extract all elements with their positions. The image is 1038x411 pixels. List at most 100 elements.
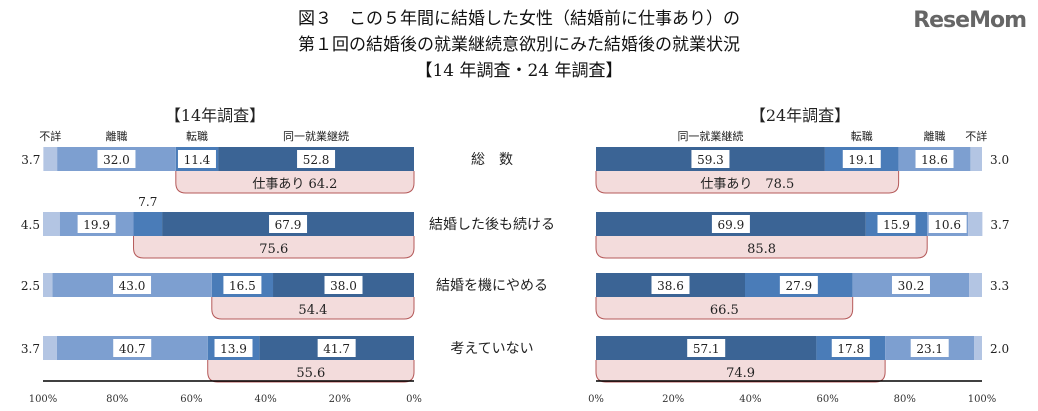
x-tick-label: 20%	[329, 394, 351, 405]
data-label-box	[297, 150, 336, 168]
work-total-bracket	[175, 171, 415, 194]
data-label-box	[831, 339, 870, 357]
data-label-box	[97, 150, 136, 168]
bar-segment	[43, 212, 60, 236]
data-label: 7.7	[138, 195, 157, 209]
series-header-label: 不詳	[39, 129, 61, 143]
data-label-box	[691, 150, 730, 168]
data-label: 57.1	[693, 342, 720, 356]
title-line-2: 第１回の結婚後の就業継続意欲別にみた結婚後の就業状況	[298, 35, 740, 55]
data-label-box	[910, 339, 949, 357]
data-label: 40.7	[119, 342, 146, 356]
x-tick-label: 60%	[816, 394, 838, 405]
series-header-label: 同一就業継続	[283, 129, 349, 143]
bar-segment	[43, 273, 53, 297]
work-total-label: 仕事あり 78.5	[700, 177, 794, 192]
x-tick-label: 100%	[29, 394, 58, 405]
work-total-bracket	[595, 171, 900, 194]
bar-segment	[43, 147, 58, 171]
work-total-label: 54.4	[298, 303, 327, 318]
work-total-bracket	[211, 297, 415, 320]
data-label: 3.7	[21, 342, 40, 356]
data-label-box	[877, 215, 916, 233]
x-tick-label: 0%	[588, 394, 604, 405]
panel-title: 【14年調査】	[165, 106, 265, 125]
data-label: 69.9	[718, 218, 745, 232]
work-total-bracket	[595, 297, 854, 320]
x-tick-label: 40%	[739, 394, 761, 405]
data-label-box	[928, 215, 967, 233]
series-header-label: 離職	[105, 129, 127, 143]
data-label: 41.7	[323, 342, 350, 356]
data-label-box	[779, 276, 818, 294]
series-header-label: 同一就業継続	[677, 129, 743, 143]
data-label-box	[214, 339, 253, 357]
data-label-box	[113, 276, 152, 294]
data-label-box	[651, 276, 690, 294]
data-label: 23.1	[916, 342, 943, 356]
bar-segment	[970, 147, 982, 171]
title-line-1: 図３ この５年間に結婚した女性（結婚前に仕事あり）の	[298, 9, 740, 29]
x-tick-label: 80%	[894, 394, 916, 405]
data-label-box	[915, 150, 954, 168]
data-label: 2.5	[21, 279, 40, 293]
data-label: 19.1	[848, 153, 875, 167]
x-tick-label: 0%	[406, 394, 422, 405]
data-label-box	[77, 215, 116, 233]
series-header-label: 不詳	[965, 129, 987, 143]
data-label: 3.0	[990, 153, 1009, 167]
data-label: 18.6	[921, 153, 948, 167]
data-label: 38.0	[330, 279, 357, 293]
series-header-label: 離職	[924, 129, 946, 143]
series-header-label: 転職	[851, 130, 873, 143]
data-label-box	[269, 215, 308, 233]
data-label: 27.9	[785, 279, 812, 293]
work-total-bracket	[207, 360, 415, 383]
data-label-box	[687, 339, 726, 357]
data-label: 52.8	[303, 153, 330, 167]
data-label: 19.9	[83, 218, 110, 232]
panel-title: 【24年調査】	[750, 106, 850, 125]
data-label: 15.9	[883, 218, 910, 232]
data-label: 11.4	[184, 153, 211, 167]
data-label-box	[324, 276, 363, 294]
bar-segment	[968, 212, 983, 236]
data-label: 3.7	[21, 153, 40, 167]
category-label: 考えていない	[450, 341, 533, 357]
category-label: 結婚した後も続ける	[429, 216, 555, 233]
x-tick-label: 100%	[968, 394, 997, 405]
x-tick-label: 80%	[106, 394, 128, 405]
work-total-label: 75.6	[259, 242, 288, 257]
data-label: 43.0	[119, 279, 146, 293]
data-label: 30.2	[898, 279, 925, 293]
data-label: 38.6	[657, 279, 684, 293]
category-label: 総 数	[471, 152, 513, 168]
bar-segment	[969, 273, 982, 297]
series-header-label: 転職	[186, 130, 208, 143]
work-total-label: 55.6	[296, 366, 325, 381]
data-label-box	[842, 150, 881, 168]
x-tick-label: 60%	[180, 394, 202, 405]
work-total-label: 74.9	[726, 366, 755, 381]
data-label-box	[223, 276, 262, 294]
title-line-3: 【14 年調査・24 年調査】	[415, 61, 623, 81]
work-total-label: 仕事あり 64.2	[252, 177, 337, 192]
bar-segment	[133, 212, 163, 236]
work-total-bracket	[595, 360, 886, 383]
data-label-box	[177, 150, 216, 168]
bar-segment	[43, 336, 57, 360]
data-label: 4.5	[21, 218, 40, 232]
category-label: 結婚を機にやめる	[436, 278, 548, 294]
data-label: 32.0	[103, 153, 130, 167]
work-total-bracket	[595, 236, 928, 259]
data-label: 17.8	[837, 342, 864, 356]
data-label-box	[317, 339, 356, 357]
data-label: 2.0	[990, 342, 1009, 356]
data-label: 16.5	[229, 279, 256, 293]
x-tick-label: 20%	[662, 394, 684, 405]
data-label-box	[891, 276, 930, 294]
data-label-box	[711, 215, 750, 233]
data-label: 3.3	[990, 279, 1009, 293]
